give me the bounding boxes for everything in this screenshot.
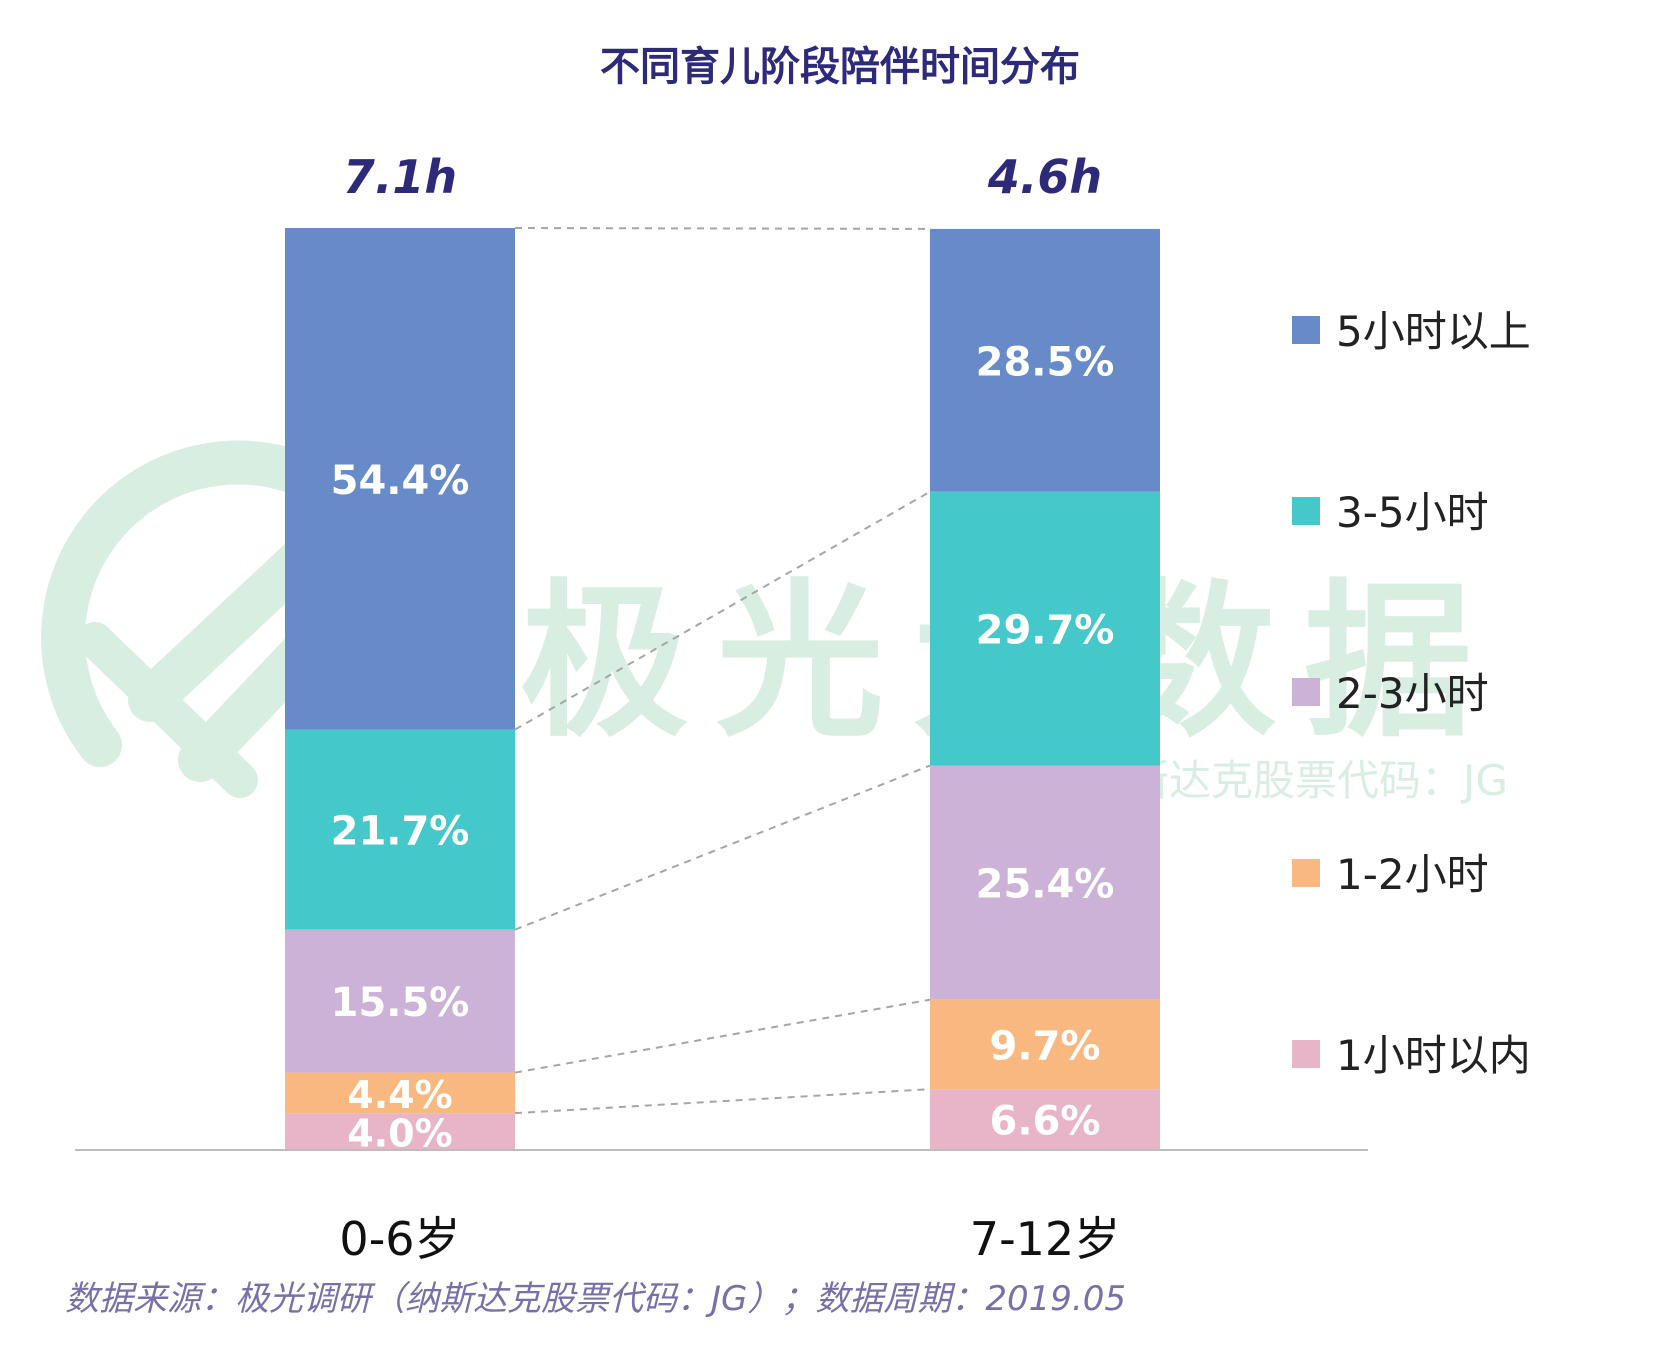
legend-label-3: 1-2小时 bbox=[1336, 850, 1489, 899]
total-label-0: 7.1h bbox=[343, 150, 457, 204]
segment-label-1-4: 28.5% bbox=[976, 339, 1115, 385]
connectors bbox=[514, 227, 931, 1115]
bar-segment-0-3 bbox=[285, 729, 515, 930]
category-label-0: 0-6岁 bbox=[339, 1212, 460, 1266]
legend: 5小时以上 3-5小时 2-3小时 1-2小时 1小时以内 bbox=[1292, 307, 1531, 1080]
connector-line-4 bbox=[514, 490, 931, 731]
segment-label-0-4: 54.4% bbox=[331, 458, 470, 504]
category-labels: 0-6岁 7-12岁 bbox=[339, 1212, 1120, 1266]
connector-line-3 bbox=[514, 764, 931, 931]
bar-segment-1-0 bbox=[930, 1089, 1160, 1150]
legend-label-2: 2-3小时 bbox=[1336, 669, 1489, 718]
source-note: 数据来源：极光调研（纳斯达克股票代码：JG）；数据周期：2019.05 bbox=[65, 1279, 1126, 1319]
bar-segment-1-3 bbox=[930, 491, 1160, 766]
total-label-1: 4.6h bbox=[987, 150, 1102, 204]
segment-label-1-1: 9.7% bbox=[990, 1023, 1101, 1069]
bars bbox=[285, 228, 1160, 1150]
connector-line-2 bbox=[514, 998, 931, 1074]
category-label-1: 7-12岁 bbox=[970, 1212, 1120, 1266]
legend-swatch-1 bbox=[1292, 497, 1320, 525]
legend-label-0: 5小时以上 bbox=[1336, 307, 1531, 356]
bar-segment-0-2 bbox=[285, 929, 515, 1073]
segment-label-1-3: 29.7% bbox=[976, 608, 1115, 654]
bar-segment-1-1 bbox=[930, 999, 1160, 1090]
legend-swatch-0 bbox=[1292, 316, 1320, 344]
segment-label-1-0: 6.6% bbox=[990, 1099, 1101, 1145]
chart-title: 不同育儿阶段陪伴时间分布 bbox=[600, 44, 1080, 90]
watermark: 极光大数据 纳斯达克股票代码：JG bbox=[41, 440, 1508, 805]
bar-segment-0-4 bbox=[285, 228, 515, 730]
legend-label-4: 1小时以内 bbox=[1336, 1031, 1531, 1080]
segment-label-0-0: 4.0% bbox=[347, 1112, 452, 1156]
segment-labels: 4.0%4.4% 15.5% 21.7% 54.4% 6.6% 9.7% 25.4% 29.7… bbox=[331, 339, 1115, 1155]
segment-label-0-1: 4.4% bbox=[347, 1073, 452, 1117]
legend-swatch-4 bbox=[1292, 1040, 1320, 1068]
legend-label-1: 3-5小时 bbox=[1336, 488, 1489, 537]
connector-line-5 bbox=[514, 227, 931, 230]
segment-label-0-3: 21.7% bbox=[331, 809, 470, 855]
legend-swatch-2 bbox=[1292, 678, 1320, 706]
segment-label-1-2: 25.4% bbox=[976, 862, 1115, 908]
segment-label-0-2: 15.5% bbox=[331, 980, 470, 1026]
totals: 7.1h 4.6h bbox=[343, 150, 1102, 204]
bar-segment-0-0 bbox=[285, 1113, 515, 1150]
legend-swatch-3 bbox=[1292, 859, 1320, 887]
bar-segment-1-4 bbox=[930, 228, 1160, 492]
connector-line-1 bbox=[514, 1088, 931, 1115]
bar-segment-0-1 bbox=[285, 1072, 515, 1114]
bar-segment-1-2 bbox=[930, 765, 1160, 1000]
